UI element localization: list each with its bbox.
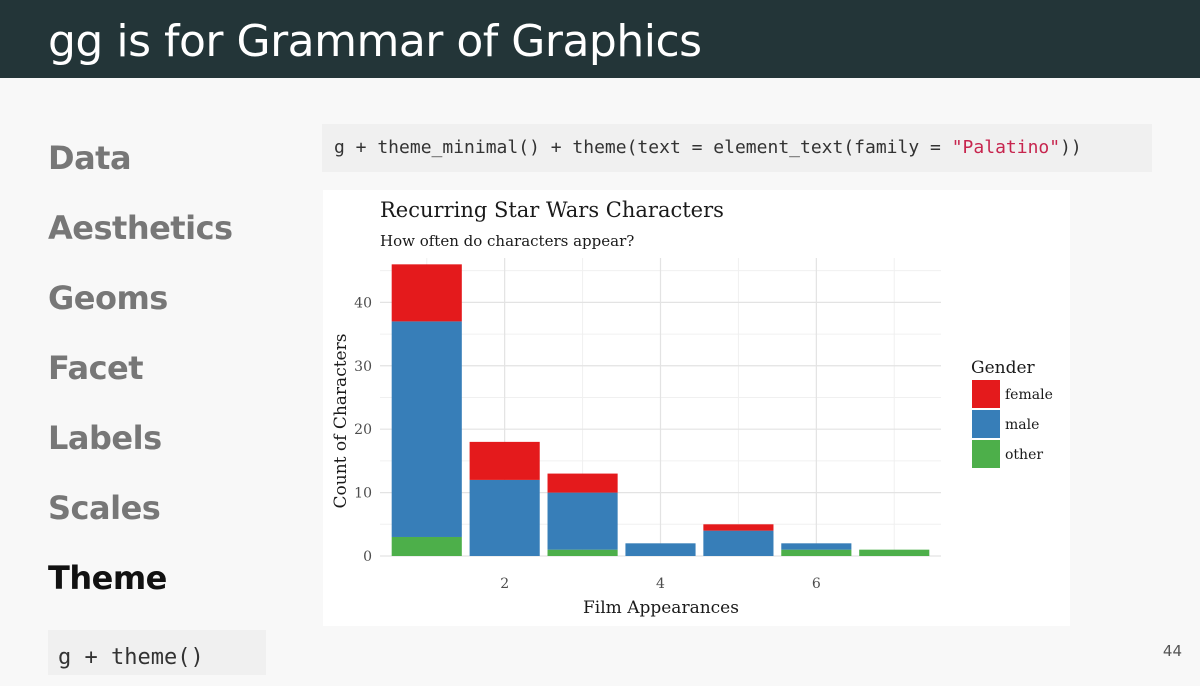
topic-item-data: Data — [48, 139, 132, 177]
bar-male-5 — [703, 530, 774, 556]
topic-item-geoms: Geoms — [48, 279, 168, 317]
x-tick-label: 4 — [656, 576, 665, 592]
legend-label-female: female — [1005, 387, 1053, 403]
y-tick-label: 20 — [354, 422, 372, 438]
bar-male-4 — [625, 543, 696, 556]
chart-panel: Recurring Star Wars Characters How often… — [323, 190, 1070, 626]
topic-item-scales: Scales — [48, 489, 161, 527]
y-tick-label: 0 — [363, 549, 372, 565]
x-tick-label: 2 — [500, 576, 509, 592]
code-snippet: g + theme_minimal() + theme(text = eleme… — [322, 124, 1152, 172]
legend-label-other: other — [1005, 447, 1043, 463]
chart-title: Recurring Star Wars Characters — [380, 198, 724, 222]
legend-title: Gender — [971, 358, 1036, 378]
stacked-bar-chart: Recurring Star Wars Characters How often… — [331, 198, 1053, 618]
legend-swatch-other — [972, 440, 1000, 468]
code-prefix: g + theme_minimal() + theme(text = eleme… — [334, 137, 952, 158]
y-tick-label: 10 — [354, 486, 372, 502]
x-axis-label: Film Appearances — [583, 598, 739, 618]
bar-male-3 — [547, 492, 618, 550]
bar-female-3 — [547, 473, 618, 493]
grid-lines — [380, 258, 941, 557]
bar-female-1 — [391, 264, 462, 322]
chart-subtitle: How often do characters appear? — [380, 232, 634, 250]
x-tick-label: 6 — [812, 576, 821, 592]
bar-female-2 — [469, 441, 540, 480]
bar-female-5 — [703, 524, 774, 531]
code-suffix: )) — [1060, 137, 1082, 158]
legend: Gender female male other — [971, 358, 1053, 468]
bar-male-1 — [391, 321, 462, 537]
bar-male-6 — [781, 543, 852, 550]
code-string: "Palatino" — [951, 137, 1061, 158]
topic-item-facet: Facet — [48, 349, 144, 387]
y-tick-label: 30 — [354, 359, 372, 375]
legend-swatch-female — [972, 380, 1000, 408]
slide-header: gg is for Grammar of Graphics — [0, 0, 1200, 78]
y-tick-label: 40 — [354, 295, 372, 311]
legend-label-male: male — [1005, 417, 1039, 433]
bars — [391, 264, 930, 556]
tick-labels: 0 10 20 30 40 2 4 6 — [354, 295, 821, 592]
bar-other-3 — [547, 549, 618, 556]
legend-swatch-male — [972, 410, 1000, 438]
bar-male-2 — [469, 479, 540, 556]
bar-other-6 — [781, 549, 852, 556]
y-axis-label: Count of Characters — [331, 334, 351, 509]
code-snippet-bottom: g + theme() — [48, 630, 266, 675]
topic-list: Data Aesthetics Geoms Facet Labels Scale… — [48, 134, 233, 624]
slide-title: gg is for Grammar of Graphics — [48, 16, 702, 67]
bar-other-1 — [391, 536, 462, 556]
topic-item-theme: Theme — [48, 559, 167, 597]
topic-item-aesthetics: Aesthetics — [48, 209, 233, 247]
bar-other-7 — [859, 549, 930, 556]
page-number: 44 — [1162, 642, 1182, 660]
topic-item-labels: Labels — [48, 419, 162, 457]
